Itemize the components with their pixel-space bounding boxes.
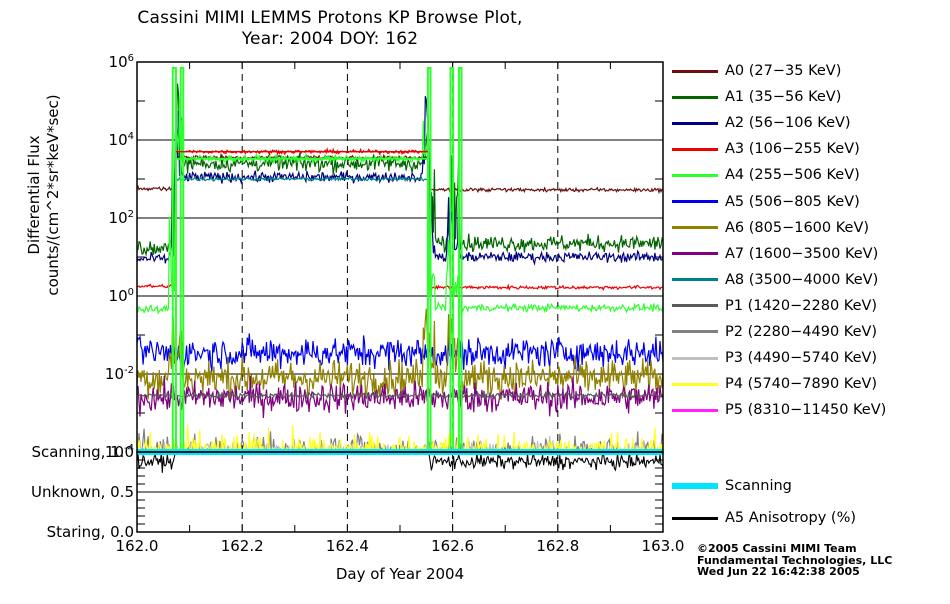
legend-item: A7 (1600−3500 KeV): [672, 241, 950, 267]
y-tick-label: 10-4: [104, 443, 134, 461]
legend-item-label: A2 (56−106 KeV): [725, 115, 851, 132]
credit-text: ©2005 Cassini MIMI Team Fundamental Tech…: [697, 542, 893, 579]
legend-item-label: P4 (5740−7890 KeV): [725, 376, 878, 393]
legend-color-swatch: [672, 304, 718, 308]
legend-item: P2 (2280−4490 KeV): [672, 319, 950, 345]
y-tick-label: 102: [108, 209, 134, 227]
legend-item-label: A0 (27−35 KeV): [725, 63, 842, 80]
legend-color-swatch: [672, 226, 718, 230]
legend-item-label: A4 (255−506 KeV): [725, 167, 860, 184]
legend-item: A2 (56−106 KeV): [672, 110, 950, 136]
legend-color-swatch: [672, 121, 718, 125]
legend-color-swatch: [672, 252, 718, 256]
legend-color-swatch: [672, 173, 718, 177]
legend-item: A5 Anisotropy (%): [672, 502, 950, 534]
x-tick-label: 162.6: [431, 537, 475, 555]
legend-color-swatch: [672, 69, 718, 73]
legend-item-label: P2 (2280−4490 KeV): [725, 323, 878, 340]
legend-item: P5 (8310−11450 KeV): [672, 397, 950, 423]
legend-item: A6 (805−1600 KeV): [672, 215, 950, 241]
x-tick-label: 162.2: [220, 537, 264, 555]
legend-item-label: A6 (805−1600 KeV): [725, 219, 870, 236]
x-tick-label: 162.8: [536, 537, 580, 555]
legend-item: A3 (106−255 KeV): [672, 136, 950, 162]
y-tick-label: 106: [108, 53, 134, 71]
legend-color-swatch: [672, 356, 718, 360]
page-title: Cassini MIMI LEMMS Protons KP Browse Plo…: [137, 8, 523, 49]
legend-color-swatch: [672, 382, 718, 386]
legend-item: A4 (255−506 KeV): [672, 162, 950, 188]
legend-item: Scanning: [672, 470, 950, 502]
legend-item: A1 (35−56 KeV): [672, 84, 950, 110]
legend-item-label: P3 (4490−5740 KeV): [725, 350, 878, 367]
legend: A0 (27−35 KeV) A1 (35−56 KeV) A2 (56−106 K…: [672, 58, 950, 423]
legend-item: P1 (1420−2280 KeV): [672, 293, 950, 319]
legend-color-swatch: [672, 330, 718, 334]
legend-item-label: P1 (1420−2280 KeV): [725, 297, 878, 314]
x-tick-label: 162.0: [115, 537, 159, 555]
lower-tick-label: Staring, 0.0: [46, 523, 134, 541]
legend-item-label: Scanning: [725, 478, 792, 494]
lower-tick-label: Unknown, 0.5: [30, 483, 134, 501]
legend-item-label: A7 (1600−3500 KeV): [725, 245, 879, 262]
lower-tick-label: Scanning, 1.0: [31, 443, 134, 461]
x-tick-label: 162.4: [325, 537, 369, 555]
legend-color-swatch: [672, 147, 718, 151]
y-tick-label: 100: [108, 287, 134, 305]
legend-item: A0 (27−35 KeV): [672, 58, 950, 84]
legend-color-swatch: [672, 278, 718, 282]
legend-item-label: A5 (506−805 KeV): [725, 193, 860, 210]
y-tick-label: 10-2: [104, 365, 134, 383]
legend-item-label: A3 (106−255 KeV): [725, 141, 860, 158]
x-tick-label: 163.0: [641, 537, 685, 555]
legend-item: A5 (506−805 KeV): [672, 188, 950, 214]
legend-item: P4 (5740−7890 KeV): [672, 371, 950, 397]
legend-item: P3 (4490−5740 KeV): [672, 345, 950, 371]
legend-color-swatch: [672, 95, 718, 99]
legend-item-label: A5 Anisotropy (%): [725, 510, 857, 526]
legend-item-label: A8 (3500−4000 KeV): [725, 271, 879, 288]
legend-color-swatch: [672, 200, 718, 204]
legend-color-swatch: [672, 516, 718, 520]
legend-color-swatch: [672, 483, 718, 489]
legend-item-label: P5 (8310−11450 KeV): [725, 402, 887, 419]
legend-item: A8 (3500−4000 KeV): [672, 267, 950, 293]
legend-extra: Scanning A5 Anisotropy (%): [672, 470, 950, 534]
y-tick-label: 104: [108, 131, 134, 149]
x-axis-label: Day of Year 2004: [335, 565, 465, 583]
legend-color-swatch: [672, 408, 718, 412]
legend-item-label: A1 (35−56 KeV): [725, 89, 842, 106]
